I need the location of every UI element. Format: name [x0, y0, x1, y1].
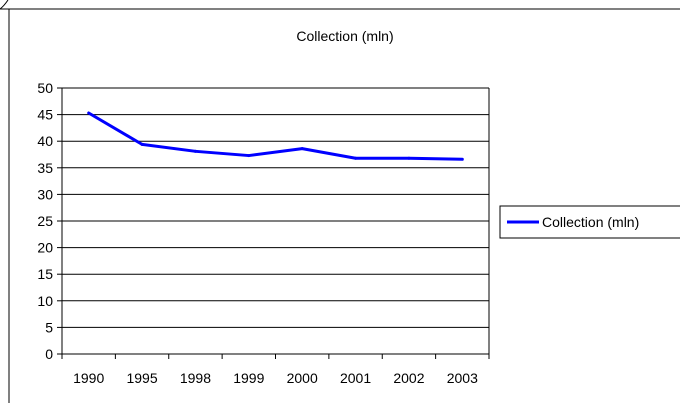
x-tick-label: 1998 — [180, 370, 211, 386]
x-tick-label: 1995 — [126, 370, 157, 386]
x-tick-label: 2002 — [393, 370, 424, 386]
chart-area-cut-edge — [0, 0, 9, 10]
y-tick-label: 15 — [37, 266, 53, 282]
y-tick-label: 10 — [37, 293, 53, 309]
series-line-segment — [407, 156, 464, 161]
gridlines — [62, 87, 490, 354]
axes: 0 5 10 15 20 25 30 35 40 45 50 1990 1995 1998 1999 2000… — [37, 80, 490, 386]
series-line-segment — [193, 149, 251, 158]
x-tick-label: 2001 — [340, 370, 371, 386]
series-line-segment — [87, 111, 144, 146]
series-line-segment — [140, 142, 197, 153]
x-tick-label: 2003 — [447, 370, 478, 386]
y-tick-label: 50 — [37, 80, 53, 96]
series-line-segment — [300, 147, 358, 160]
y-tick-label: 40 — [37, 133, 53, 149]
y-tick-label: 35 — [37, 160, 53, 176]
y-tick-label: 25 — [37, 213, 53, 229]
legend-label: Collection (mln) — [542, 214, 639, 230]
x-tick-label: 2000 — [287, 370, 318, 386]
legend: Collection (mln) — [499, 205, 680, 239]
x-tick-label: 1999 — [233, 370, 264, 386]
y-tick-label: 45 — [37, 107, 53, 123]
series-lines — [87, 111, 464, 161]
y-tick-label: 30 — [37, 186, 53, 202]
y-tick-label: 20 — [37, 240, 53, 256]
series-line-segment — [247, 147, 304, 158]
y-tick-label: 5 — [45, 319, 53, 335]
y-tick-label: 0 — [45, 346, 53, 362]
x-tick-label: 1990 — [73, 370, 104, 386]
chart-title: Collection (mln) — [296, 28, 393, 44]
